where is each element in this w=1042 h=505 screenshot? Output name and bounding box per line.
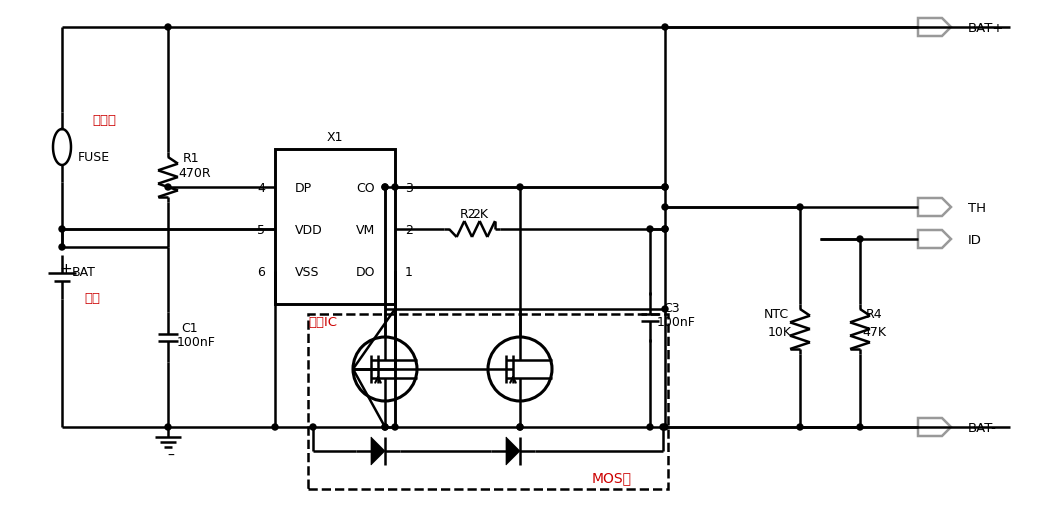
Text: DO: DO	[355, 265, 375, 278]
Text: X1: X1	[327, 130, 343, 143]
Circle shape	[797, 205, 803, 211]
Circle shape	[382, 185, 388, 190]
Circle shape	[165, 25, 171, 31]
Text: BAT-: BAT-	[968, 421, 997, 434]
Text: FUSE: FUSE	[78, 150, 110, 163]
Circle shape	[662, 227, 668, 232]
Text: R4: R4	[866, 308, 883, 321]
Circle shape	[392, 185, 398, 190]
Text: BAT: BAT	[72, 265, 96, 278]
Circle shape	[272, 424, 278, 430]
Text: CO: CO	[356, 181, 375, 194]
Text: 4: 4	[257, 181, 265, 194]
Text: 47K: 47K	[862, 325, 886, 338]
Circle shape	[165, 185, 171, 190]
Text: R1: R1	[182, 151, 199, 164]
Text: 5: 5	[257, 223, 265, 236]
Circle shape	[660, 424, 666, 430]
Circle shape	[59, 244, 65, 250]
Text: 3: 3	[405, 181, 413, 194]
Text: C1: C1	[181, 321, 198, 334]
Circle shape	[517, 424, 523, 430]
Circle shape	[517, 185, 523, 190]
Text: 控制IC: 控制IC	[308, 316, 338, 329]
Text: VSS: VSS	[295, 265, 320, 278]
Bar	[308, 315, 668, 489]
Circle shape	[662, 185, 668, 190]
Polygon shape	[371, 437, 384, 465]
Circle shape	[392, 424, 398, 430]
Circle shape	[662, 307, 668, 313]
Circle shape	[311, 424, 316, 430]
Text: 保险丝: 保险丝	[92, 113, 116, 126]
Text: 470R: 470R	[178, 166, 212, 179]
Text: +: +	[59, 262, 72, 277]
Circle shape	[857, 424, 863, 430]
Circle shape	[165, 424, 171, 430]
Text: 6: 6	[257, 265, 265, 278]
Circle shape	[59, 227, 65, 232]
Text: R2: R2	[460, 207, 476, 220]
Circle shape	[662, 185, 668, 190]
Circle shape	[797, 424, 803, 430]
Circle shape	[382, 424, 388, 430]
Text: 10K: 10K	[768, 325, 792, 338]
Circle shape	[647, 424, 653, 430]
Text: ID: ID	[968, 233, 982, 246]
Text: –: –	[168, 448, 174, 462]
Text: 1: 1	[405, 265, 413, 278]
Text: 100nF: 100nF	[656, 315, 695, 328]
Text: DP: DP	[295, 181, 313, 194]
Circle shape	[382, 424, 388, 430]
Circle shape	[647, 227, 653, 232]
Bar	[275, 149, 395, 305]
Circle shape	[382, 185, 388, 190]
Text: BAT+: BAT+	[968, 21, 1004, 34]
Circle shape	[662, 25, 668, 31]
Text: 2K: 2K	[472, 207, 488, 220]
Text: 100nF: 100nF	[176, 336, 216, 349]
Text: 电芯: 电芯	[84, 291, 100, 304]
Circle shape	[662, 424, 668, 430]
Circle shape	[857, 236, 863, 242]
Circle shape	[662, 227, 668, 232]
Text: VM: VM	[355, 223, 375, 236]
Text: C3: C3	[664, 301, 680, 314]
Text: VDD: VDD	[295, 223, 323, 236]
Circle shape	[517, 424, 523, 430]
Text: 2: 2	[405, 223, 413, 236]
Text: MOS管: MOS管	[592, 470, 632, 484]
Text: NTC: NTC	[764, 308, 789, 321]
Polygon shape	[506, 437, 520, 465]
Text: TH: TH	[968, 201, 986, 214]
Circle shape	[662, 205, 668, 211]
